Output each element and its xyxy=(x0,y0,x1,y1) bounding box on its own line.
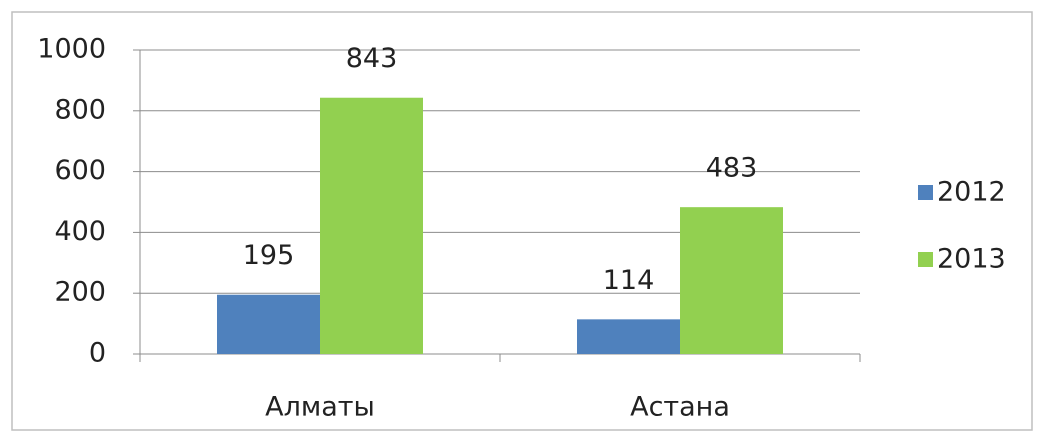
y-tick-label: 0 xyxy=(89,338,106,369)
y-tick-label: 800 xyxy=(54,94,106,125)
legend-swatch xyxy=(918,185,933,200)
bar xyxy=(577,319,680,354)
chart-frame xyxy=(11,11,1033,431)
legend-label: 2012 xyxy=(937,177,1006,208)
y-tick-label: 400 xyxy=(54,216,106,247)
legend-swatch xyxy=(918,252,933,267)
x-tick-label: Алматы xyxy=(265,392,375,423)
legend-label: 2013 xyxy=(937,244,1006,275)
bar xyxy=(680,207,783,354)
value-label: 114 xyxy=(603,265,655,296)
value-label: 195 xyxy=(243,240,295,271)
bar xyxy=(320,97,423,354)
x-tick-label: Астана xyxy=(630,392,730,423)
y-tick-label: 200 xyxy=(54,277,106,308)
y-tick-label: 600 xyxy=(54,155,106,186)
value-label: 483 xyxy=(706,153,758,184)
bar xyxy=(217,294,320,354)
y-tick-label: 1000 xyxy=(37,34,106,65)
value-label: 843 xyxy=(346,43,398,74)
